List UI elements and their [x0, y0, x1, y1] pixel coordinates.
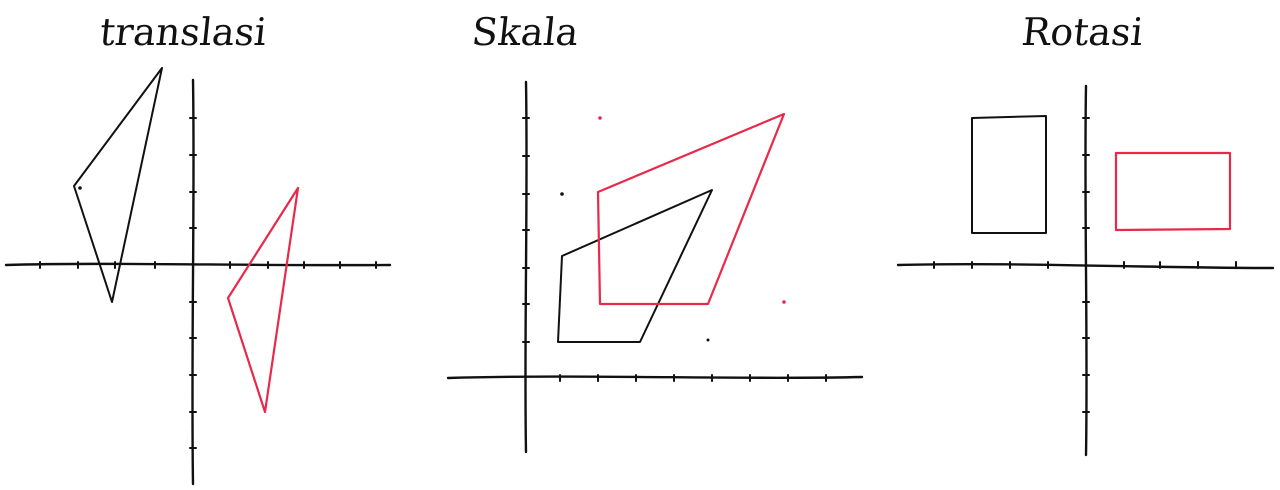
- y-axis-ticks: [189, 117, 197, 449]
- x-axis-ticks: [39, 261, 377, 269]
- y-axis: [1084, 84, 1088, 457]
- x-axis-ticks: [559, 374, 827, 382]
- translated-kite-shape: [226, 186, 300, 414]
- grid-dot: [706, 338, 710, 342]
- x-axis: [4, 262, 392, 267]
- x-axis-ticks: [933, 261, 1237, 269]
- grid-dot: [782, 300, 786, 304]
- x-axis: [896, 262, 1275, 270]
- rotated-rectangle: [1114, 151, 1232, 232]
- scaled-quadrilateral: [596, 112, 786, 306]
- grid-dot: [598, 116, 602, 120]
- original-rectangle: [971, 115, 1047, 234]
- panel-rotasi: Rotasi: [890, 0, 1280, 490]
- rotasi-graph: [896, 84, 1275, 457]
- y-axis-ticks: [1082, 117, 1090, 413]
- panel-translasi: translasi: [0, 0, 400, 490]
- original-kite-shape: [73, 67, 163, 303]
- skala-graph: [446, 80, 864, 454]
- vertex-dot: [78, 186, 82, 190]
- panel-skala: Skala: [440, 0, 870, 490]
- x-axis: [446, 375, 864, 380]
- grid-dot: [560, 192, 564, 196]
- y-axis: [191, 78, 195, 486]
- translasi-graph: [4, 67, 392, 486]
- original-quadrilateral: [557, 189, 713, 343]
- y-axis: [524, 80, 528, 454]
- y-axis-ticks: [522, 117, 530, 343]
